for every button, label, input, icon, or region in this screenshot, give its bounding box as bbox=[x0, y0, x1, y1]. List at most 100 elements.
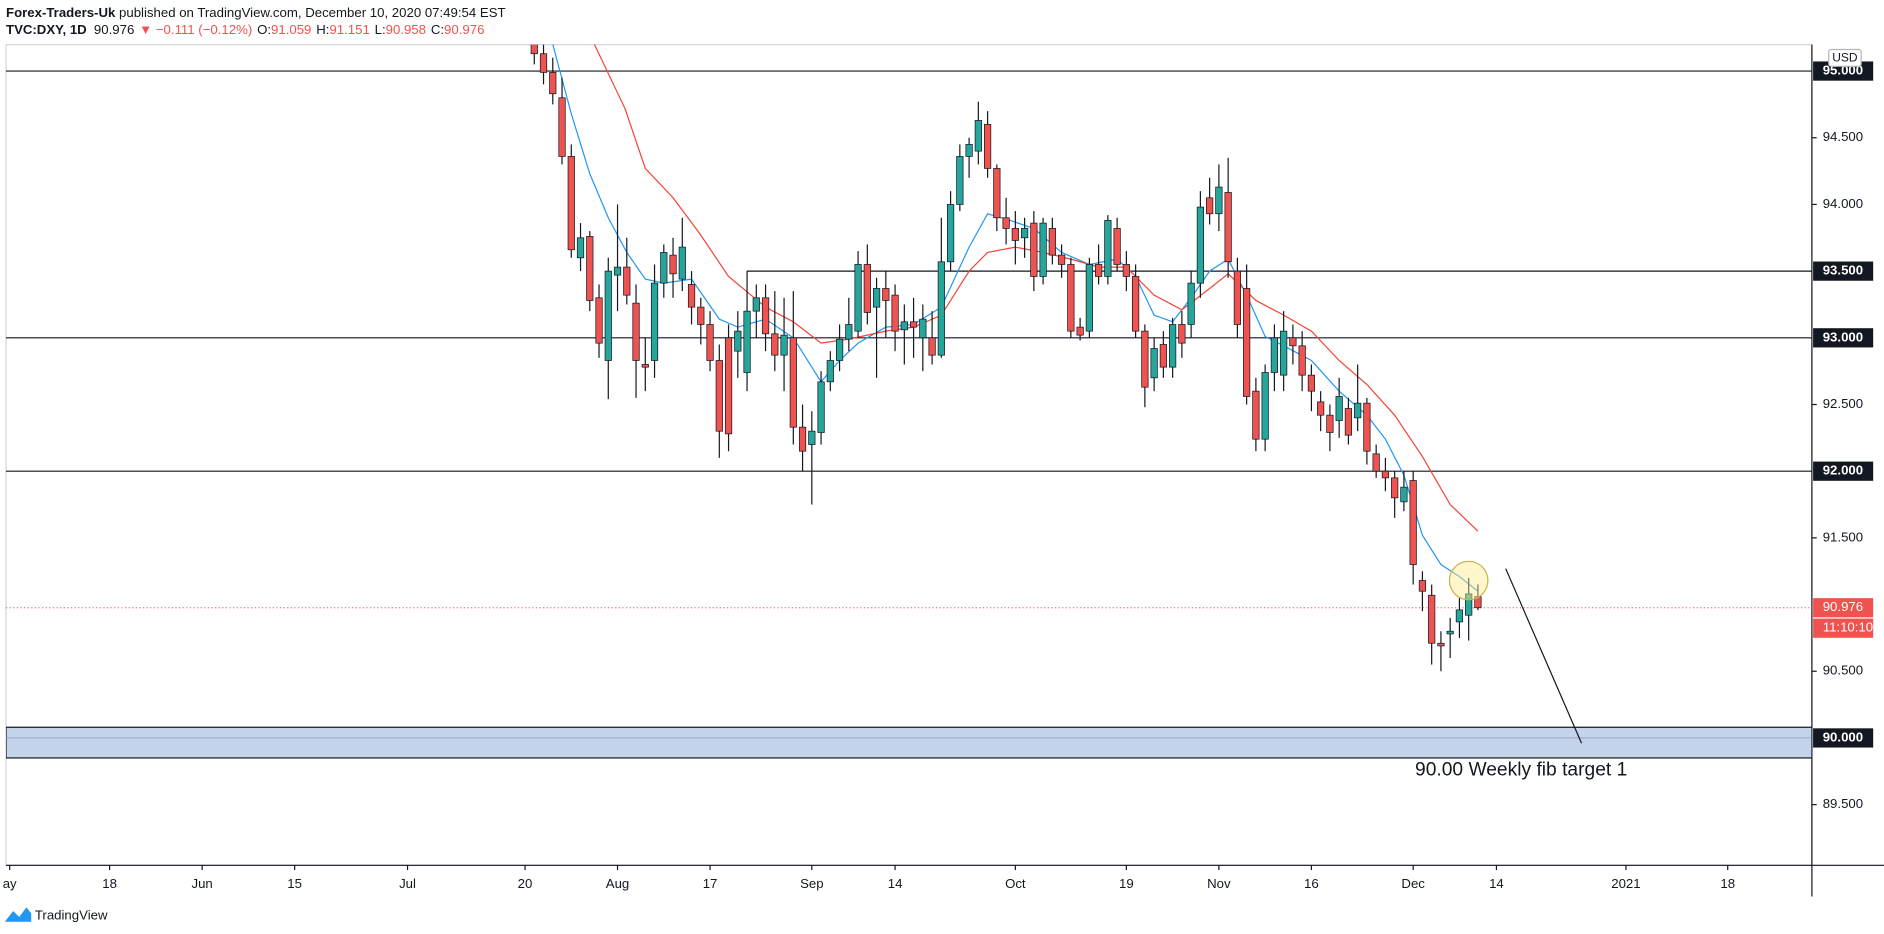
candle-body bbox=[1270, 337, 1278, 373]
candle-body bbox=[1418, 580, 1427, 592]
candle-body bbox=[724, 337, 733, 435]
candle-body bbox=[1122, 264, 1130, 277]
x-tick-label: Nov bbox=[1207, 876, 1231, 891]
candle-body bbox=[1178, 324, 1186, 344]
candle-body bbox=[743, 310, 751, 373]
candle-body bbox=[1391, 477, 1399, 499]
candle-body bbox=[900, 321, 908, 331]
candle-body bbox=[817, 381, 825, 433]
symbol: TVC:DXY, 1D bbox=[6, 22, 87, 37]
candle-body bbox=[650, 282, 659, 361]
candle-body bbox=[1132, 276, 1140, 332]
trend-line bbox=[1505, 568, 1583, 744]
candle-body bbox=[586, 236, 594, 301]
candle-body bbox=[983, 124, 992, 169]
ohlc-value: 90.958 bbox=[386, 22, 426, 37]
candle-body bbox=[1474, 596, 1482, 609]
candle-body bbox=[974, 120, 982, 152]
candle-body bbox=[1465, 593, 1473, 616]
x-tick-label: Oct bbox=[1005, 876, 1026, 891]
candle-body bbox=[835, 338, 844, 361]
candle-body bbox=[1233, 270, 1241, 325]
author: Forex-Traders-Uk bbox=[6, 5, 116, 20]
x-tick-label: Dec bbox=[1401, 876, 1425, 891]
candle-body bbox=[1048, 228, 1056, 256]
ohlc-label: L: bbox=[375, 22, 386, 37]
candle-body bbox=[1021, 228, 1029, 239]
x-tick-label: ay bbox=[3, 876, 17, 891]
axes: ay 18 Jun 15 Jul 20 Aug 17 Sep 14 Oct 19 Nov 16 Dec 14 2… bbox=[3, 48, 1874, 891]
candle-body bbox=[1058, 254, 1066, 265]
candle-body bbox=[530, 44, 538, 55]
candle-body bbox=[789, 337, 797, 428]
candle-body bbox=[576, 237, 585, 259]
candle-body bbox=[1455, 609, 1464, 623]
candle-body bbox=[549, 72, 557, 95]
candle-body bbox=[845, 324, 853, 340]
countdown-box bbox=[1813, 618, 1874, 638]
y-tick-label: 91.500 bbox=[1823, 529, 1863, 544]
candle-body bbox=[641, 364, 649, 368]
candle-body bbox=[1354, 402, 1362, 419]
candle-body bbox=[882, 288, 890, 301]
candle-body bbox=[1169, 324, 1177, 368]
candle-body bbox=[1104, 220, 1112, 277]
candle-body bbox=[891, 294, 899, 332]
candle-body bbox=[1113, 228, 1121, 265]
zone-label: 90.000 bbox=[1823, 729, 1863, 744]
candle-body bbox=[1085, 264, 1093, 332]
candle-body bbox=[1224, 192, 1232, 263]
candle-body bbox=[1215, 186, 1223, 215]
candle-body bbox=[1243, 288, 1251, 397]
x-tick-label: 18 bbox=[102, 876, 117, 891]
level-label-box bbox=[1813, 261, 1874, 281]
ohlc-label: C: bbox=[431, 22, 444, 37]
header-line-1: Forex-Traders-Uk published on TradingVie… bbox=[6, 5, 506, 20]
candle-body bbox=[1030, 222, 1038, 277]
published: published on TradingView.com, December 1… bbox=[115, 5, 505, 20]
x-tick-label: 18 bbox=[1720, 876, 1735, 891]
candle-body bbox=[928, 337, 936, 356]
candle-body bbox=[595, 297, 603, 344]
candle-body bbox=[1317, 401, 1325, 416]
header-line-2: TVC:DXY, 1D 90.976 ▼ −0.111 (−0.12%) O:91.0… bbox=[6, 22, 484, 37]
candle-body bbox=[613, 266, 622, 276]
plot-area: 90.00 Weekly fib target 1 bbox=[6, 44, 1812, 780]
candle-body bbox=[1326, 414, 1334, 433]
candle-body bbox=[1039, 222, 1047, 277]
x-tick-label: 15 bbox=[287, 876, 302, 891]
y-tick-label: 90.500 bbox=[1823, 663, 1863, 678]
candle-body bbox=[1372, 453, 1380, 472]
candle-body bbox=[1280, 330, 1288, 376]
x-tick-label: Jul bbox=[399, 876, 416, 891]
candle-body bbox=[993, 168, 1001, 219]
candle-body bbox=[1141, 330, 1149, 388]
candle-body bbox=[715, 360, 723, 432]
candle-body bbox=[826, 360, 834, 383]
candle-body bbox=[623, 266, 631, 296]
ohlc-value: 90.976 bbox=[444, 22, 484, 37]
x-tick-label: 19 bbox=[1119, 876, 1134, 891]
x-tick-label: 14 bbox=[1489, 876, 1504, 891]
candle-body bbox=[1076, 326, 1084, 336]
x-tick-label: Sep bbox=[800, 876, 824, 891]
candle-body bbox=[697, 306, 705, 325]
candle-body bbox=[854, 264, 862, 332]
footer-logo: TradingView bbox=[4, 907, 108, 922]
candle-body bbox=[1428, 594, 1436, 644]
candle-body bbox=[1095, 264, 1103, 277]
y-tick-label: 94.500 bbox=[1823, 129, 1863, 144]
candle-body bbox=[780, 334, 788, 356]
candle-body bbox=[539, 53, 548, 73]
candle-body bbox=[863, 264, 871, 313]
y-tick-label: 89.500 bbox=[1823, 796, 1863, 811]
candle-body bbox=[1067, 264, 1075, 332]
candle-body bbox=[1307, 374, 1315, 392]
level-label: 93.000 bbox=[1823, 329, 1863, 344]
candle-body bbox=[1196, 206, 1204, 284]
y-tick-label: 92.500 bbox=[1823, 396, 1863, 411]
candle-body bbox=[604, 270, 612, 361]
candle-body bbox=[752, 297, 760, 312]
